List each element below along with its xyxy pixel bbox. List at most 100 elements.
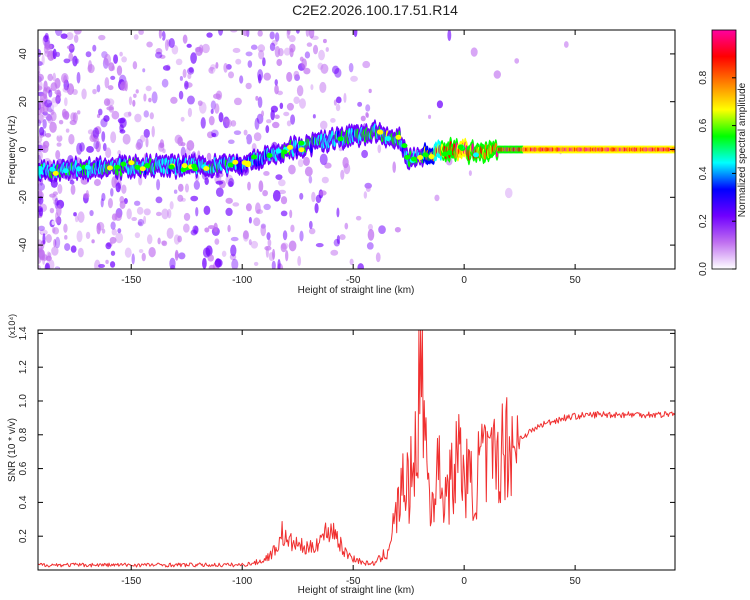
spectrogram-noise-cell <box>70 245 77 253</box>
spectrogram-noise-cell <box>42 233 46 245</box>
spectrogram-noise-cell <box>208 115 215 126</box>
spectrogram-noise-cell <box>52 48 57 60</box>
spectrogram-noise-cell <box>468 170 472 176</box>
spectrogram-noise-cell <box>308 220 313 230</box>
spectrogram-noise-cell <box>360 115 366 122</box>
spectrogram-noise-cell <box>142 68 146 73</box>
spectrogram-noise-cell <box>86 217 91 227</box>
spectrogram-noise-cell <box>278 179 286 187</box>
spectrogram-noise-cell <box>143 93 147 102</box>
spectrogram-noise-cell <box>266 119 272 124</box>
spectrogram-noise-cell <box>206 32 213 38</box>
spectrogram-panel: -150 -100 -50 0 50 -40 -20 0 20 40 Height of str… <box>7 29 676 296</box>
spectrogram-noise-cell <box>347 79 351 88</box>
spectrogram-noise-cell <box>256 209 264 215</box>
spectrogram-noise-cell <box>138 30 144 35</box>
spectrogram-noise-cell <box>133 93 137 98</box>
spectrogram-noise-cell <box>233 97 242 106</box>
colorbar-tick-label: 0.0 <box>698 262 709 276</box>
spectrogram-noise-cell <box>73 212 77 217</box>
spectrogram-noise-cell <box>38 196 44 205</box>
spectrogram-noise-cell <box>248 239 252 246</box>
spectrogram-noise-cell <box>213 93 221 100</box>
spectrogram-noise-cell <box>365 185 371 192</box>
spectrogram-noise-cell <box>213 222 218 233</box>
spectrogram-noise-cell <box>155 196 163 204</box>
spectrogram-noise-cell <box>111 228 117 236</box>
spectrogram-noise-cell <box>38 264 42 269</box>
spectrogram-noise-cell <box>286 30 290 39</box>
spectrogram-noise-cell <box>72 55 78 67</box>
spectrogram-noise-cell <box>223 105 227 114</box>
spectrogram-noise-cell <box>336 96 342 104</box>
spectrogram-noise-cell <box>63 75 68 85</box>
spectrogram-noise-cell <box>563 41 569 48</box>
spectrogram-noise-cell <box>102 143 107 152</box>
spectrogram-noise-cell <box>110 188 114 197</box>
spectrogram-noise-cell <box>368 88 372 94</box>
spectrogram-noise-cell <box>141 252 146 262</box>
spectrogram-noise-cell <box>175 58 183 66</box>
spectrogram-bright-cell <box>251 154 258 160</box>
spectrogram-noise-cell <box>38 57 41 66</box>
spectrogram-noise-cell <box>214 258 223 268</box>
spectrogram-noise-cell <box>312 114 316 119</box>
spectrogram-noise-cell <box>250 240 259 249</box>
spectrogram-noise-cell <box>241 137 248 146</box>
spectrogram-noise-cell <box>148 97 152 103</box>
spectrogram-noise-cell <box>93 178 101 187</box>
spectrogram-noise-cell <box>45 113 53 122</box>
spectrogram-noise-cell <box>186 140 195 151</box>
spectrogram-bright-cell <box>417 154 424 160</box>
spectrogram-noise-cell <box>378 225 386 235</box>
colorbar-tick-label: 0.2 <box>698 214 709 228</box>
spectrogram-trace-core <box>162 166 165 175</box>
spectrogram-noise-cell <box>308 228 316 235</box>
spectrogram-noise-cell <box>470 47 478 57</box>
spectrogram-noise-cell <box>193 225 199 235</box>
spectrogram-noise-cell <box>319 190 327 196</box>
spectrogram-noise-cell <box>170 96 178 104</box>
spectrogram-noise-cell <box>293 70 300 79</box>
spectrogram-noise-cell <box>200 117 206 129</box>
spectrogram-noise-cell <box>305 30 310 37</box>
snr-y-tick-label: 0.8 <box>18 427 29 441</box>
spectrogram-noise-cell <box>48 89 53 98</box>
spectrogram-noise-cell <box>44 99 53 108</box>
spectrogram-noise-cell <box>179 76 183 81</box>
spectrogram-noise-cell <box>162 65 171 71</box>
spectrogram-noise-cell <box>149 112 154 120</box>
spectrogram-noise-cell <box>132 99 136 107</box>
spectrogram-marks <box>38 30 675 269</box>
spectrogram-noise-cell <box>42 87 48 99</box>
spectrogram-noise-cell <box>272 248 276 260</box>
spectrogram-noise-cell <box>504 187 513 199</box>
spectrogram-bright-cell <box>281 149 288 155</box>
spectrogram-noise-cell <box>66 45 75 50</box>
spectrogram-noise-cell <box>164 39 169 52</box>
spectrogram-bright-cell <box>337 136 344 142</box>
spectrogram-noise-cell <box>58 119 64 125</box>
spectrogram-x-label: Height of straight line (km) <box>298 285 415 296</box>
spectrogram-noise-cell <box>320 120 328 130</box>
spectrogram-noise-cell <box>227 71 235 79</box>
spectrogram-noise-cell <box>289 209 293 219</box>
spectrogram-noise-cell <box>65 128 70 133</box>
colorbar-strip <box>711 29 737 270</box>
spectrogram-noise-cell <box>308 30 315 39</box>
spectrogram-noise-cell <box>245 203 252 212</box>
spectrogram-noise-cell <box>355 215 362 221</box>
spectrogram-noise-cell <box>367 228 375 241</box>
spectrogram-noise-cell <box>324 162 332 169</box>
spectrogram-noise-cell <box>202 247 211 258</box>
spectrogram-x-tick-label: 50 <box>570 275 582 286</box>
spectrogram-noise-cell <box>63 223 68 233</box>
spectrogram-x-tick-label: -50 <box>346 275 361 286</box>
spectrogram-noise-cell <box>182 68 187 78</box>
spectrogram-noise-cell <box>245 82 252 90</box>
spectrogram-noise-cell <box>195 207 199 217</box>
spectrogram-noise-cell <box>243 129 248 136</box>
spectrogram-noise-cell <box>44 262 51 269</box>
spectrogram-noise-cell <box>177 183 184 192</box>
spectrogram-noise-cell <box>320 63 329 74</box>
